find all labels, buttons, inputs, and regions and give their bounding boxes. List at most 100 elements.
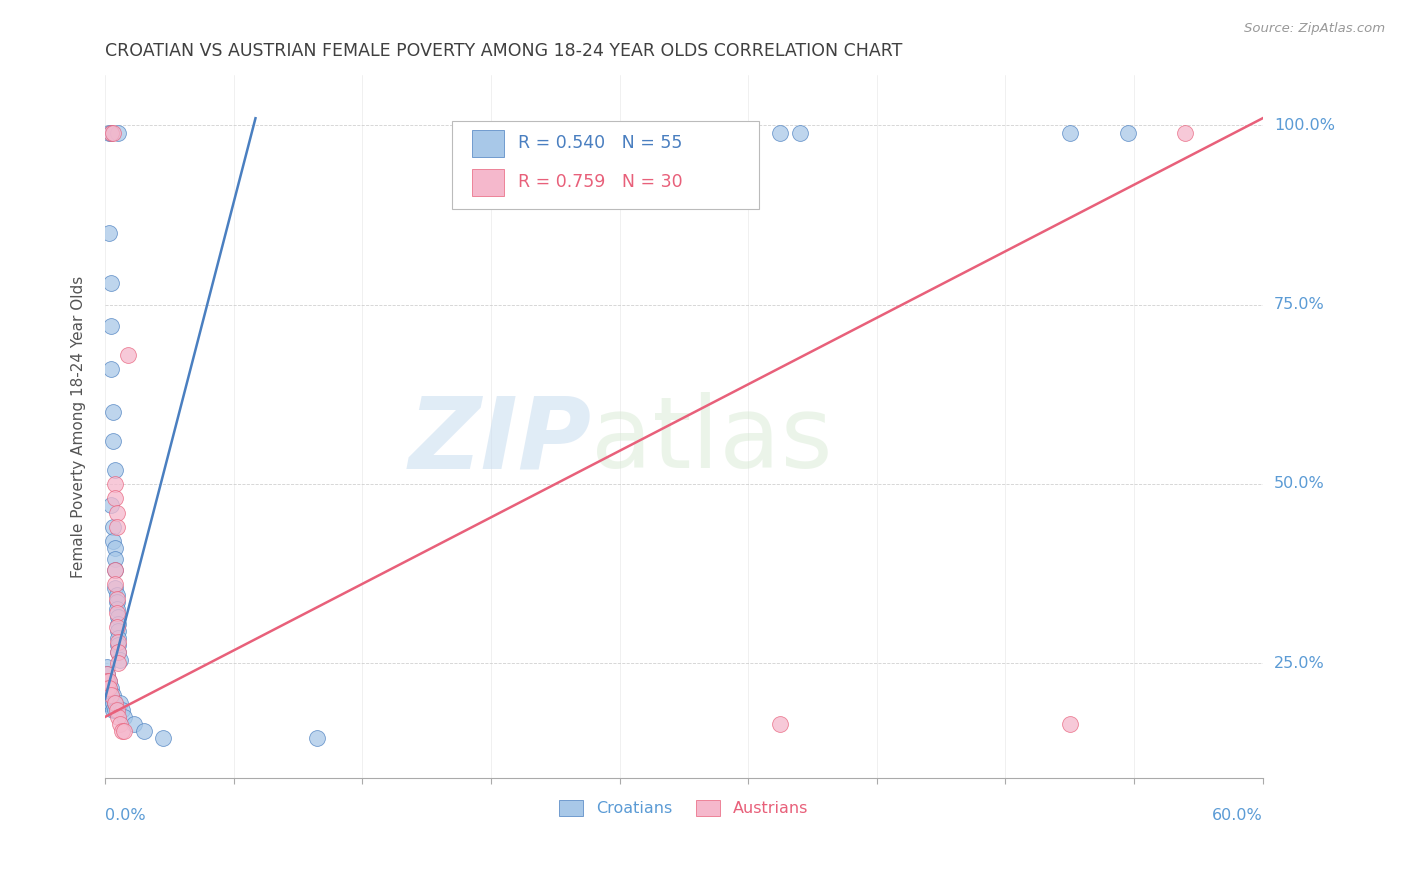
Point — [100, 696, 122, 710]
Point — [105, 703, 128, 717]
FancyBboxPatch shape — [472, 169, 505, 195]
Point — [112, 710, 135, 724]
Point — [105, 588, 128, 602]
Text: 25.0%: 25.0% — [1274, 656, 1324, 671]
Text: CROATIAN VS AUSTRIAN FEMALE POVERTY AMONG 18-24 YEAR OLDS CORRELATION CHART: CROATIAN VS AUSTRIAN FEMALE POVERTY AMON… — [105, 42, 903, 60]
Point — [96, 667, 118, 681]
Point — [107, 634, 129, 648]
Point — [100, 276, 122, 290]
Point — [97, 681, 120, 696]
Text: ZIP: ZIP — [408, 392, 591, 489]
Point — [112, 724, 135, 739]
FancyBboxPatch shape — [472, 130, 505, 157]
Point — [104, 563, 127, 577]
Point — [100, 126, 122, 140]
Point — [100, 689, 122, 703]
Point — [97, 674, 120, 689]
Point — [105, 506, 128, 520]
Point — [101, 703, 124, 717]
Point — [104, 581, 127, 595]
Point — [101, 405, 124, 419]
Point — [769, 126, 792, 140]
Point — [107, 638, 129, 652]
Point — [104, 563, 127, 577]
Point — [769, 717, 792, 731]
Text: 0.0%: 0.0% — [105, 808, 146, 823]
Point — [97, 126, 120, 140]
Point — [110, 717, 132, 731]
Point — [101, 434, 124, 448]
Point — [104, 552, 127, 566]
Point — [107, 710, 129, 724]
Text: R = 0.540   N = 55: R = 0.540 N = 55 — [519, 135, 683, 153]
Point — [96, 667, 118, 681]
Point — [1116, 126, 1139, 140]
Point — [96, 674, 118, 689]
Point — [101, 696, 124, 710]
Point — [101, 689, 124, 703]
Point — [100, 681, 122, 696]
Text: Source: ZipAtlas.com: Source: ZipAtlas.com — [1244, 22, 1385, 36]
Point — [105, 595, 128, 609]
Point — [100, 689, 122, 703]
Text: 60.0%: 60.0% — [1212, 808, 1263, 823]
Point — [104, 703, 127, 717]
Point — [101, 534, 124, 549]
Point — [1059, 126, 1081, 140]
Point — [96, 696, 118, 710]
Point — [104, 696, 127, 710]
Text: R = 0.759   N = 30: R = 0.759 N = 30 — [519, 173, 683, 191]
Point — [105, 520, 128, 534]
Point — [111, 703, 134, 717]
Point — [101, 126, 124, 140]
Point — [104, 541, 127, 556]
Point — [1059, 717, 1081, 731]
Point — [107, 126, 129, 140]
Point — [110, 696, 132, 710]
Point — [100, 362, 122, 376]
Point — [96, 674, 118, 689]
Point — [107, 616, 129, 631]
Point — [107, 645, 129, 659]
Point — [105, 606, 128, 620]
Point — [107, 631, 129, 645]
Point — [107, 609, 129, 624]
Point — [100, 499, 122, 513]
Point — [104, 477, 127, 491]
Point — [104, 462, 127, 476]
Point — [96, 681, 118, 696]
Point — [132, 724, 155, 739]
Point — [117, 348, 139, 362]
Point — [97, 674, 120, 689]
Point — [105, 591, 128, 606]
Point — [110, 652, 132, 666]
Text: 75.0%: 75.0% — [1274, 297, 1324, 312]
Point — [104, 491, 127, 506]
Text: 100.0%: 100.0% — [1274, 118, 1334, 133]
Point — [100, 319, 122, 334]
Point — [1174, 126, 1197, 140]
Point — [97, 689, 120, 703]
Point — [100, 126, 122, 140]
Point — [96, 689, 118, 703]
Point — [96, 660, 118, 674]
Point — [789, 126, 811, 140]
Point — [97, 681, 120, 696]
Point — [107, 624, 129, 638]
Point — [97, 226, 120, 240]
Legend: Croatians, Austrians: Croatians, Austrians — [553, 793, 814, 822]
Point — [152, 731, 174, 746]
Y-axis label: Female Poverty Among 18-24 Year Olds: Female Poverty Among 18-24 Year Olds — [72, 276, 86, 578]
Point — [107, 656, 129, 670]
Point — [104, 577, 127, 591]
FancyBboxPatch shape — [453, 121, 759, 209]
Point — [111, 724, 134, 739]
Point — [104, 696, 127, 710]
Point — [101, 520, 124, 534]
Point — [96, 681, 118, 696]
Point — [122, 717, 145, 731]
Point — [107, 645, 129, 659]
Point — [105, 602, 128, 616]
Text: 50.0%: 50.0% — [1274, 476, 1324, 491]
Point — [307, 731, 329, 746]
